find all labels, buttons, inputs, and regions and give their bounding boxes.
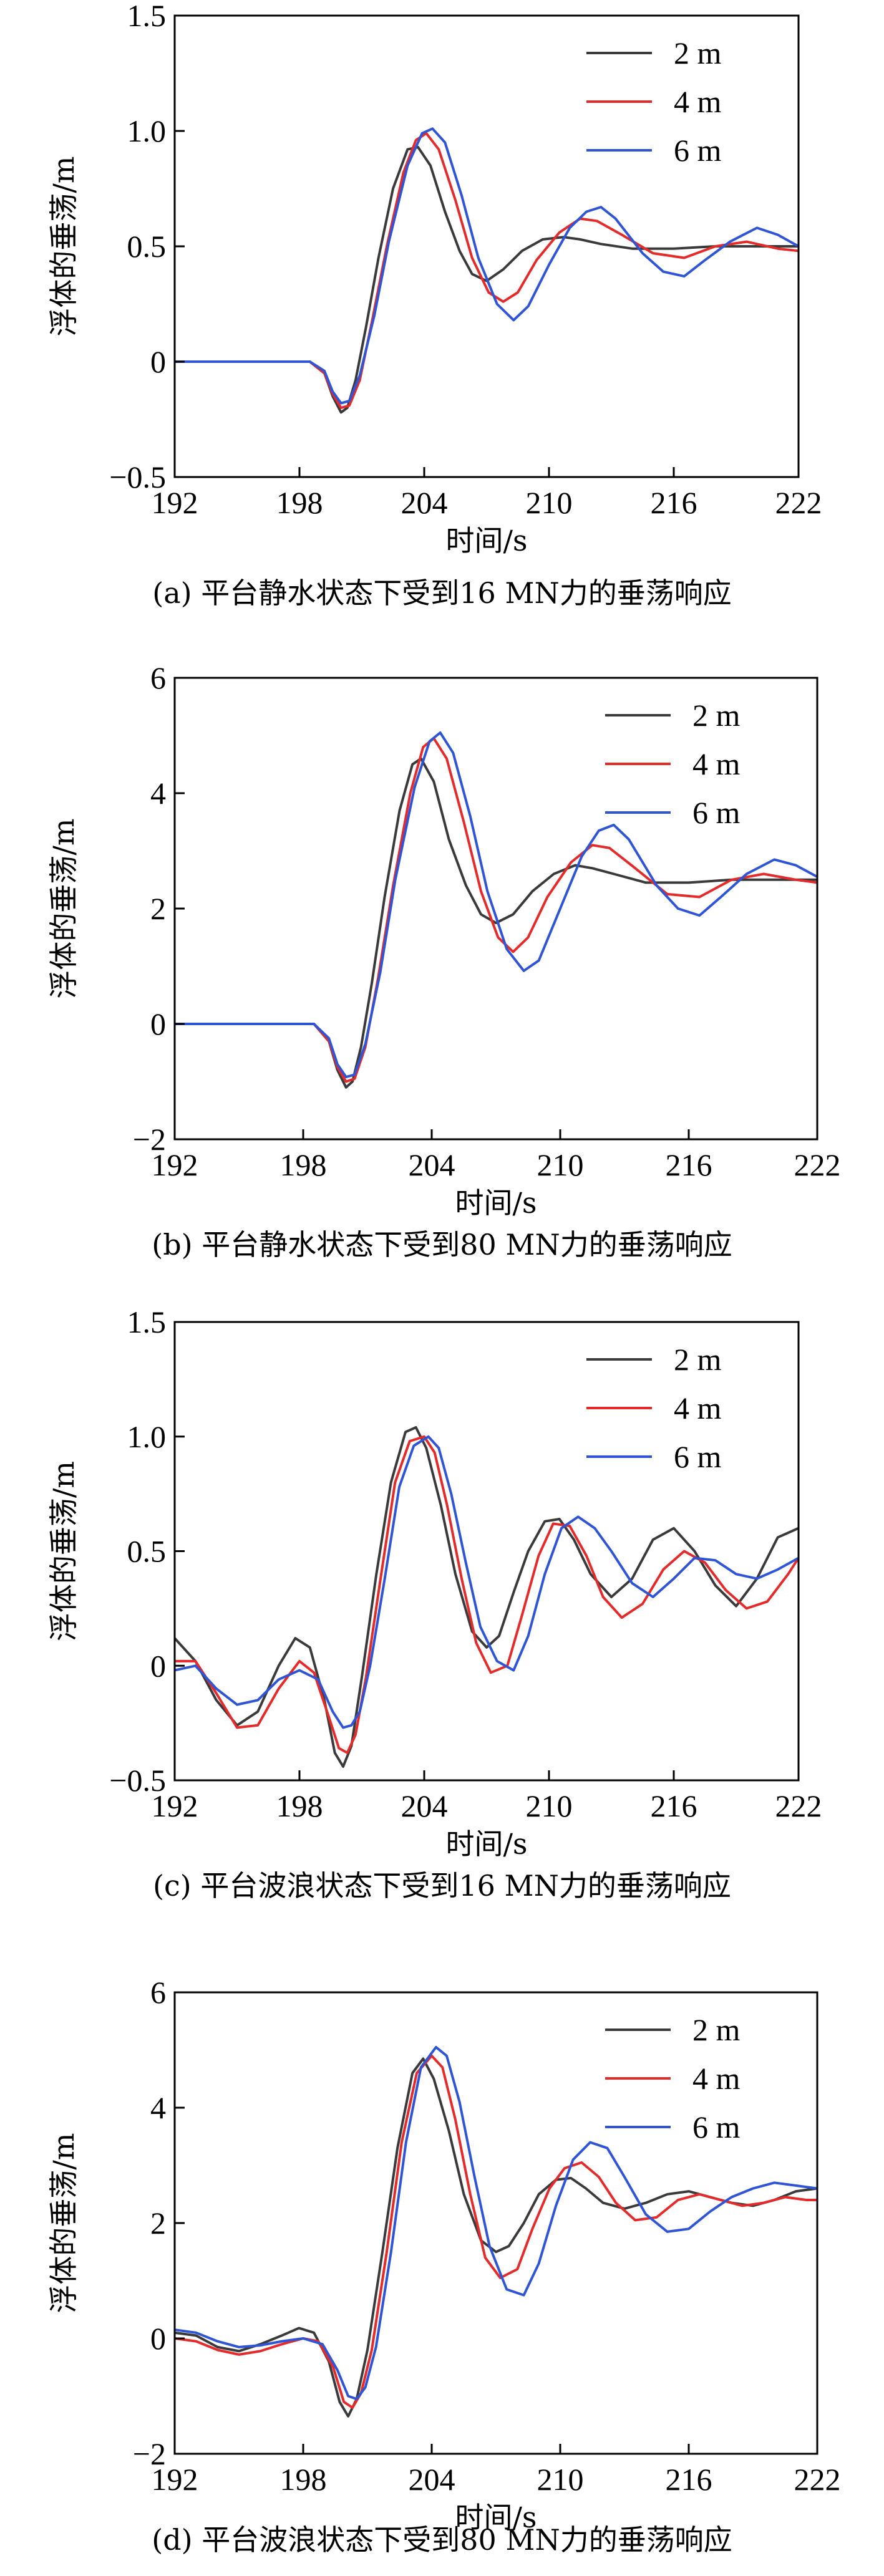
y-tick-label-a-1: 0 (150, 344, 166, 379)
y-tick-label-d-2: 2 (150, 2206, 166, 2241)
y-tick-label-b-0: −2 (133, 1122, 166, 1157)
x-axis-title-c: 时间/s (445, 1827, 527, 1861)
legend-label-a-1: 2 m (674, 36, 722, 70)
x-tick-label-b-2: 204 (409, 1147, 455, 1182)
x-tick-label-b-1: 198 (280, 1147, 327, 1182)
y-axis-title-d: 浮体的垂荡/m (47, 2133, 80, 2313)
chart-c: 192 198 204 210 216 222 −0.5 0 0.5 1.0 1.5 时间/s 浮体的垂… (47, 1305, 822, 1861)
caption-b: (b) 平台静水状态下受到80 MN力的垂荡响应 (152, 1228, 732, 1261)
x-tick-label-a-0: 192 (152, 485, 198, 520)
series-line-d-2 (175, 2054, 817, 2409)
y-tick-label-a-3: 1.0 (127, 113, 167, 148)
y-tick-label-a-0: −0.5 (109, 460, 166, 494)
y-tick-label-d-3: 4 (150, 2090, 166, 2125)
x-tick-label-a-1: 198 (276, 485, 323, 520)
x-tick-label-d-4: 216 (666, 2462, 712, 2497)
x-tick-label-c-0: 192 (152, 1788, 198, 1823)
caption-c: (c) 平台波浪状态下受到16 MN力的垂荡响应 (153, 1869, 731, 1903)
y-tick-label-c-4: 1.5 (127, 1305, 167, 1339)
legend-label-d-3: 6 m (692, 2110, 741, 2144)
chart-panel-a: 192 198 204 210 216 222 −0.5 0 0.5 1.0 1.5 时间/s 浮体的垂… (0, 0, 884, 645)
x-tick-label-c-3: 210 (526, 1788, 573, 1823)
x-axis-title-d: 时间/s (455, 2501, 537, 2534)
x-axis-title-b: 时间/s (455, 1186, 537, 1220)
y-tick-label-c-0: −0.5 (109, 1763, 166, 1798)
chart-a: 192 198 204 210 216 222 −0.5 0 0.5 1.0 1.5 时间/s 浮体的垂… (47, 0, 822, 557)
x-tick-label-b-4: 216 (666, 1147, 712, 1182)
y-axis-title-c: 浮体的垂荡/m (47, 1461, 80, 1641)
y-tick-label-b-4: 6 (150, 660, 166, 695)
y-tick-label-a-2: 0.5 (127, 229, 167, 264)
y-tick-label-b-3: 4 (150, 776, 166, 811)
x-tick-label-b-3: 210 (537, 1147, 584, 1182)
series-line-c-1 (175, 1426, 799, 1768)
x-tick-label-a-2: 204 (401, 485, 448, 520)
series-line-a-2 (175, 132, 799, 409)
y-tick-label-d-1: 0 (150, 2321, 166, 2356)
chart-panel-d: 192 198 204 210 216 222 −2 0 2 4 6 时间/s 浮体的垂荡/m 2 m 4 … (0, 1936, 884, 2576)
series-line-b-3 (175, 731, 817, 1079)
y-tick-label-a-4: 1.5 (127, 0, 167, 33)
x-tick-label-a-3: 210 (526, 485, 573, 520)
y-tick-label-b-1: 0 (150, 1006, 166, 1041)
y-tick-label-d-4: 6 (150, 1975, 166, 2010)
x-axis-title-a: 时间/s (445, 524, 527, 557)
series-line-a-3 (175, 127, 799, 405)
x-tick-label-d-0: 192 (152, 2462, 198, 2497)
y-axis-title-b: 浮体的垂荡/m (47, 818, 80, 998)
legend-label-d-2: 4 m (692, 2061, 741, 2096)
series-line-b-2 (175, 737, 817, 1083)
y-tick-label-d-0: −2 (133, 2436, 166, 2471)
legend-label-b-2: 4 m (692, 746, 741, 781)
chart-d: 192 198 204 210 216 222 −2 0 2 4 6 时间/s 浮体的垂荡/m 2 m 4 … (47, 1975, 841, 2534)
caption-a: (a) 平台静水状态下受到16 MN力的垂荡响应 (152, 576, 732, 610)
legend-label-d-1: 2 m (692, 2012, 741, 2047)
x-tick-label-c-1: 198 (276, 1788, 323, 1823)
legend-label-c-2: 4 m (674, 1391, 722, 1425)
y-tick-label-c-3: 1.0 (127, 1419, 167, 1454)
legend-label-c-1: 2 m (674, 1342, 722, 1377)
x-tick-label-d-2: 204 (409, 2462, 455, 2497)
x-tick-label-a-4: 216 (651, 485, 697, 520)
legend-label-c-3: 6 m (674, 1439, 722, 1474)
series-line-c-2 (175, 1435, 799, 1754)
legend-label-b-3: 6 m (692, 795, 741, 830)
series-line-c-3 (175, 1435, 799, 1729)
caption-d: (d) 平台波浪状态下受到80 MN力的垂荡响应 (152, 2523, 732, 2557)
chart-panel-b: 192 198 204 210 216 222 −2 0 2 4 6 时间/s 浮体的垂荡/m 2 m 4 … (0, 645, 884, 1291)
x-tick-label-d-1: 198 (280, 2462, 327, 2497)
y-tick-label-b-2: 2 (150, 891, 166, 926)
chart-panel-c: 192 198 204 210 216 222 −0.5 0 0.5 1.0 1.5 时间/s 浮体的垂… (0, 1291, 884, 1936)
x-tick-label-d-5: 222 (794, 2462, 841, 2497)
x-tick-label-c-2: 204 (401, 1788, 448, 1823)
series-line-d-3 (175, 2045, 817, 2401)
x-tick-label-b-0: 192 (152, 1147, 198, 1182)
chart-b: 192 198 204 210 216 222 −2 0 2 4 6 时间/s 浮体的垂荡/m 2 m 4 … (47, 660, 841, 1220)
y-axis-title-a: 浮体的垂荡/m (47, 156, 80, 336)
x-tick-label-d-3: 210 (537, 2462, 584, 2497)
legend-label-a-2: 4 m (674, 84, 722, 119)
x-tick-label-c-5: 222 (775, 1788, 822, 1823)
series-line-d-1 (175, 2057, 817, 2418)
legend-label-a-3: 6 m (674, 133, 722, 168)
x-tick-label-c-4: 216 (651, 1788, 697, 1823)
legend-label-b-1: 2 m (692, 698, 741, 733)
x-tick-label-a-5: 222 (775, 485, 822, 520)
x-tick-label-b-5: 222 (794, 1147, 841, 1182)
y-tick-label-c-2: 0.5 (127, 1534, 167, 1569)
y-tick-label-c-1: 0 (150, 1648, 166, 1683)
